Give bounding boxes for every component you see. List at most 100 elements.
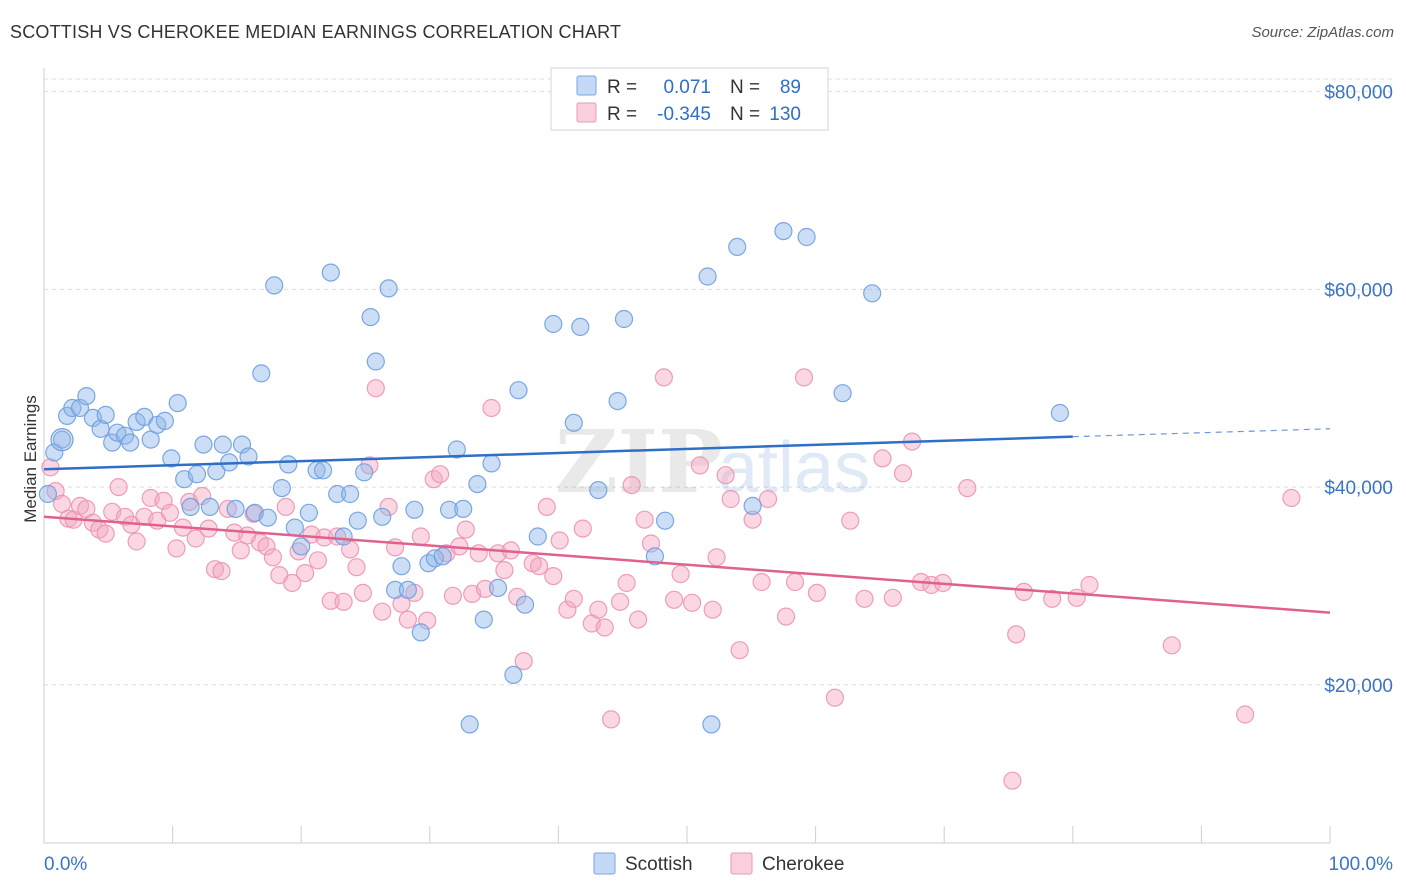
cherokee-point-37 [276,497,295,516]
scottish-point-53 [386,580,405,600]
scottish-point-43 [321,263,340,282]
grid-lines [44,78,1394,686]
scottish-point-33 [252,364,271,383]
scottish-point-67 [482,454,501,473]
cherokee-point-42 [308,551,327,570]
scottish-point-23 [187,465,207,484]
scottish-point-37 [279,455,298,474]
cherokee-point-99 [707,548,726,567]
cherokee-point-23 [186,529,205,548]
cherokee-point-97 [690,456,710,475]
cherokee-point-82 [573,519,592,538]
scottish-point-9 [96,405,115,424]
cherokee-point-63 [443,586,462,605]
cherokee-point-100 [716,466,735,485]
cherokee-point-52 [373,602,392,621]
source-label: Source: ZipAtlas.com [1251,24,1394,41]
y-tick-label-0: $20,000 [1324,676,1393,697]
legend-n-label-2: N = [730,104,760,125]
cherokee-point-28 [218,499,237,518]
cherokee-point-89 [622,476,641,495]
scottish-point-35 [265,276,284,295]
scottish-point-74 [564,413,583,432]
cherokee-point-109 [807,583,827,603]
cherokee-point-11 [109,478,128,497]
scottish-point-47 [348,511,367,530]
legend-r-label-1: R = [607,77,637,98]
cherokee-point-67 [469,544,488,563]
cherokee-point-51 [366,379,385,398]
scottish-point-64 [460,715,479,734]
cherokee-point-80 [558,600,577,619]
cherokee-point-46 [334,592,353,611]
scottish-point-0 [38,484,58,504]
legend-swatch-scottish [576,75,597,96]
watermark: ZIP atlas [555,412,870,513]
scottish-point-61 [440,500,459,519]
scottish-point-70 [509,381,528,400]
scottish-point-6 [77,387,96,406]
legend-swatch-cherokee [576,102,597,123]
scottish-point-60 [433,547,452,566]
scottish-point-89 [1050,403,1070,423]
scottish-point-51 [373,507,392,526]
scottish-point-34 [258,508,277,527]
cherokee-point-20 [167,539,186,558]
cherokee-point-125 [1067,588,1086,607]
cherokee-point-56 [398,610,417,629]
legend-box [550,67,829,131]
cherokee-point-96 [682,593,702,612]
cherokee-point-61 [431,465,450,484]
scottish-point-72 [528,527,547,546]
y-tick-label-3: $80,000 [1324,83,1393,104]
cherokee-point-58 [411,527,430,546]
legend-r-value-cherokee: -0.345 [657,104,711,125]
scottish-point-48 [355,463,374,482]
cherokee-point-27 [212,561,231,581]
cherokee-point-68 [476,579,495,599]
cherokee-point-110 [825,688,845,707]
series-legend-swatch-cherokee [730,852,753,875]
cherokee-point-85 [595,618,614,637]
cherokee-point-78 [544,566,563,586]
x-tick-label-1: 100.0% [1329,854,1394,875]
scottish-point-75 [571,317,590,336]
scottish-point-45 [334,527,353,546]
scottish-point-81 [698,267,717,286]
axes [43,68,1331,844]
scottish-point-54 [392,557,411,576]
scottish-point-79 [645,547,665,566]
cherokee-point-114 [883,588,902,607]
scottish-point-29 [226,499,245,518]
cherokee-point-81 [564,589,583,608]
scottish-point-42 [314,461,333,480]
scottish-point-65 [468,475,487,494]
cherokee-point-59 [418,611,437,630]
cherokee-point-76 [529,557,549,576]
cherokee-point-45 [328,527,347,546]
cherokee-point-14 [127,532,146,551]
cherokee-point-93 [654,368,674,387]
scottish-point-85 [774,222,793,241]
watermark-atlas: atlas [718,428,870,508]
cherokee-point-106 [776,607,796,626]
scottish-point-2 [52,430,72,449]
scottish-point-84 [743,496,762,515]
cherokee-point-95 [664,590,684,609]
scottish-point-68 [488,578,508,598]
cherokee-point-127 [1162,636,1181,655]
cherokee-point-124 [1043,589,1062,608]
y-axis-title: Median Earnings [21,395,40,523]
legend-n-value-scottish: 89 [780,77,801,98]
scottish-point-88 [863,284,882,303]
cherokee-point-32 [244,504,263,523]
scottish-point-73 [544,314,563,334]
series-legend-label-scottish: Scottish [625,854,693,875]
cherokee-point-123 [1014,582,1034,602]
scottish-point-40 [299,503,318,522]
cherokee-point-26 [205,560,225,579]
scottish-point-18 [155,411,174,430]
cherokee-point-74 [514,651,533,671]
cherokee-point-48 [347,558,366,577]
scottish-point-52 [379,279,398,298]
